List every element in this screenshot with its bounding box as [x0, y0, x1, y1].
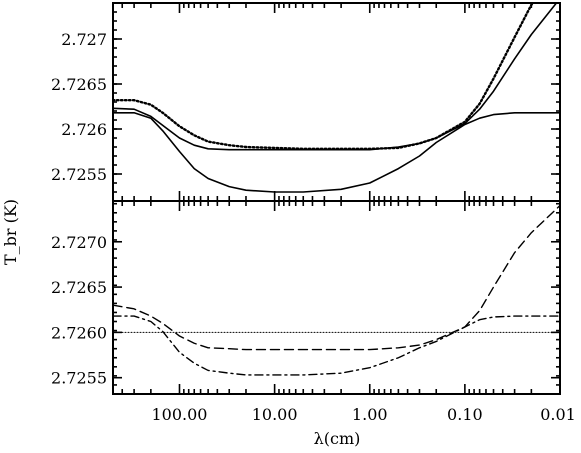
y-axis-label: T_br (K): [1, 199, 20, 265]
y-tick-label: 2.7265: [51, 75, 107, 94]
y-tick-label: 2.7265: [51, 278, 107, 297]
series-line-dash-dot: [113, 315, 560, 376]
lower-panel: 2.7255 2.7260 2.7265 2.7270 100.00 10.00 1.00 0…: [51, 200, 576, 424]
y-tick-label: 2.7255: [51, 165, 107, 184]
x-tick-label: 1.00: [352, 405, 388, 424]
y-tick-label: 2.7270: [51, 233, 107, 252]
series-line-solid: [113, 112, 560, 193]
plot-frame: [112, 200, 561, 395]
y-tick-label: 2.7260: [51, 323, 107, 342]
x-tick-label: 100.00: [151, 405, 207, 424]
x-tick-label: 0.01: [540, 405, 576, 424]
y-tick-label: 2.7255: [51, 369, 107, 388]
y-tick-label: 2.726: [61, 120, 107, 139]
x-tick-label: 0.10: [447, 405, 483, 424]
series-line-dotted: [113, 3, 535, 151]
y-tick-label: 2.727: [61, 30, 107, 49]
x-tick-label: 10.00: [252, 405, 298, 424]
upper-panel: 2.7255 2.726 2.7265 2.727: [51, 2, 561, 202]
plot-frame: [112, 2, 561, 202]
x-axis-label: λ(cm): [314, 429, 361, 448]
series-line-dashed: [113, 204, 560, 351]
